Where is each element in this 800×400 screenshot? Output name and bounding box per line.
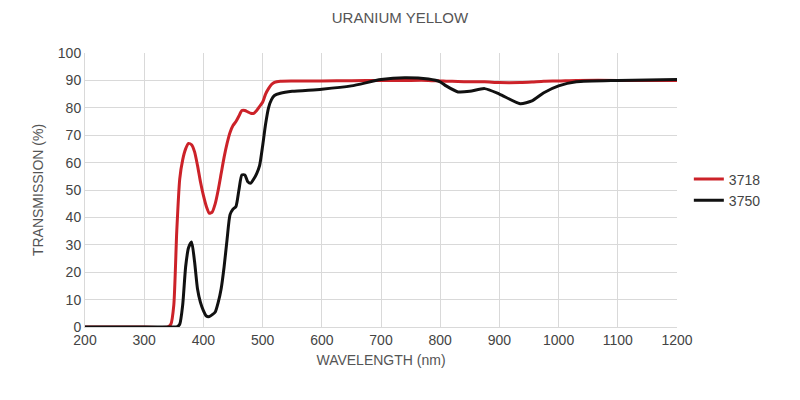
svg-text:10: 10 — [66, 292, 82, 308]
svg-text:90: 90 — [66, 72, 82, 88]
svg-text:1200: 1200 — [661, 332, 692, 348]
svg-text:3750: 3750 — [729, 193, 760, 209]
svg-text:900: 900 — [488, 332, 512, 348]
svg-text:600: 600 — [310, 332, 334, 348]
svg-text:TRANSMISSION (%): TRANSMISSION (%) — [30, 124, 46, 256]
svg-text:0: 0 — [73, 319, 81, 335]
svg-text:100: 100 — [58, 45, 82, 61]
svg-text:URANIUM YELLOW: URANIUM YELLOW — [332, 9, 469, 26]
svg-text:300: 300 — [133, 332, 157, 348]
svg-text:3718: 3718 — [729, 172, 760, 188]
svg-text:80: 80 — [66, 100, 82, 116]
svg-text:1100: 1100 — [603, 332, 633, 348]
svg-text:40: 40 — [66, 209, 82, 225]
svg-text:70: 70 — [66, 127, 82, 143]
svg-text:60: 60 — [66, 155, 82, 171]
svg-text:30: 30 — [66, 237, 82, 253]
svg-text:200: 200 — [73, 332, 97, 348]
svg-text:800: 800 — [429, 332, 453, 348]
svg-text:WAVELENGTH (nm): WAVELENGTH (nm) — [316, 352, 445, 368]
svg-text:400: 400 — [192, 332, 216, 348]
svg-text:50: 50 — [66, 182, 82, 198]
svg-text:500: 500 — [251, 332, 275, 348]
svg-text:20: 20 — [66, 264, 82, 280]
svg-text:700: 700 — [369, 332, 393, 348]
svg-text:1000: 1000 — [543, 332, 574, 348]
